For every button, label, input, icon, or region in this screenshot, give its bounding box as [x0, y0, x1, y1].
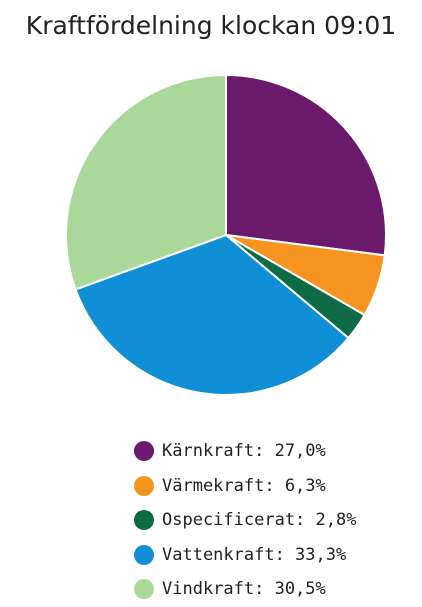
- pie-slice-vindkraft[interactable]: [65, 74, 227, 291]
- chart-title: Kraftfördelning klockan 09:01: [25, 11, 397, 40]
- pie-slice-k-rnkraft[interactable]: [225, 74, 387, 257]
- legend-item[interactable]: Ospecificerat: 2,8%: [134, 503, 414, 538]
- legend-swatch: [134, 579, 154, 600]
- legend: Kärnkraft: 27,0% Värmekraft: 6,3% Ospecifi…: [134, 434, 414, 607]
- legend-swatch: [134, 475, 154, 496]
- legend-item[interactable]: Värmekraft: 6,3%: [134, 469, 414, 504]
- legend-item[interactable]: Kärnkraft: 27,0%: [134, 434, 414, 469]
- pie-slice-vattenkraft[interactable]: [74, 234, 350, 396]
- legend-label: Kärnkraft: 27,0%: [162, 441, 326, 462]
- legend-label: Vattenkraft: 33,3%: [162, 544, 347, 565]
- legend-label: Vindkraft: 30,5%: [162, 579, 326, 600]
- legend-swatch: [134, 544, 154, 565]
- legend-item[interactable]: Vattenkraft: 33,3%: [134, 538, 414, 573]
- legend-item[interactable]: Vindkraft: 30,5%: [134, 572, 414, 607]
- legend-swatch: [134, 441, 154, 462]
- legend-label: Värmekraft: 6,3%: [162, 475, 326, 496]
- legend-label: Ospecificerat: 2,8%: [162, 510, 357, 531]
- legend-swatch: [134, 510, 154, 531]
